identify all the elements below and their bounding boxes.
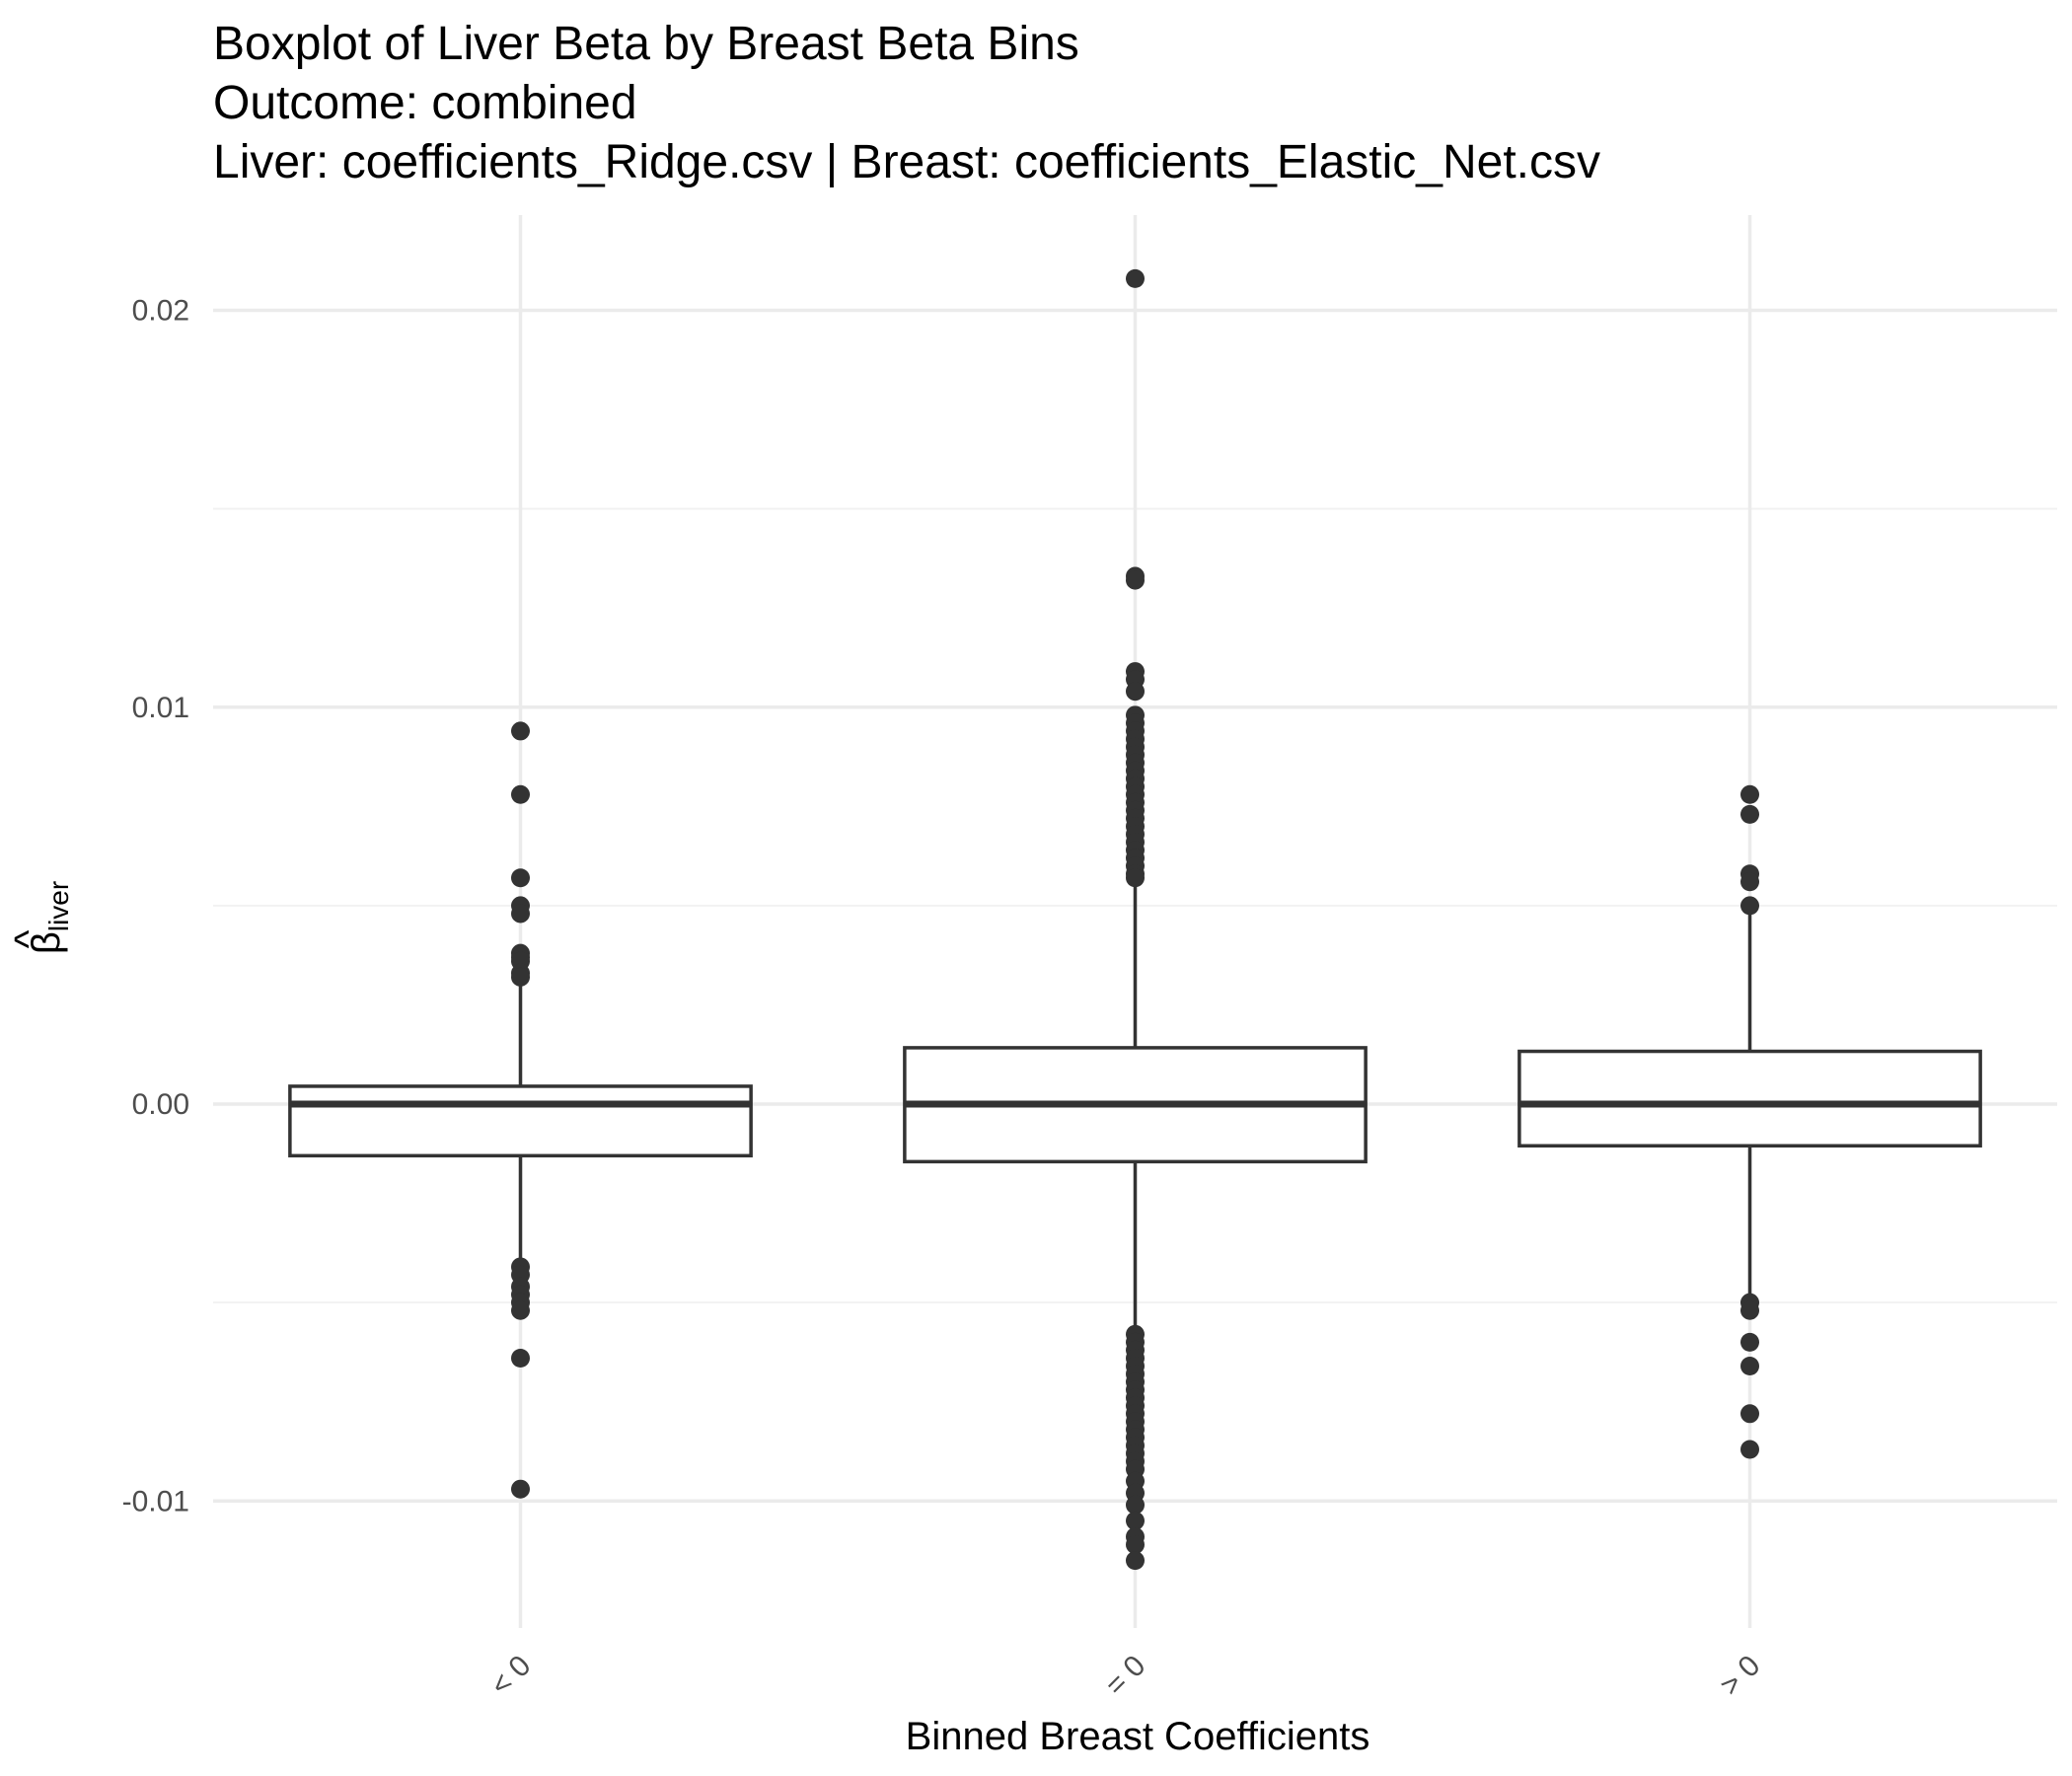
outlier-point bbox=[1740, 1440, 1759, 1459]
chart-subtitle-files: Liver: coefficients_Ridge.csv | Breast: … bbox=[213, 136, 1600, 188]
outlier-point bbox=[511, 1348, 530, 1368]
outlier-point bbox=[1126, 1495, 1145, 1515]
outlier-point bbox=[1740, 784, 1759, 804]
outlier-point bbox=[511, 721, 530, 741]
x-tick-labels: < 0 = 0 > 0 bbox=[484, 1650, 1766, 1702]
chart-title: Boxplot of Liver Beta by Breast Beta Bin… bbox=[213, 18, 1079, 70]
outlier-point bbox=[1740, 1300, 1759, 1320]
box-group bbox=[1517, 784, 1982, 1459]
box-group bbox=[903, 268, 1368, 1571]
outlier-point bbox=[511, 1479, 530, 1499]
x-tick-label: = 0 bbox=[1099, 1650, 1151, 1702]
svg-text:βliver: βliver bbox=[25, 881, 74, 954]
y-tick-label: 0.00 bbox=[132, 1088, 189, 1121]
outlier-point bbox=[1126, 1551, 1145, 1571]
y-axis-beta-symbol: β bbox=[25, 931, 68, 954]
x-axis-title: Binned Breast Coefficients bbox=[906, 1715, 1370, 1758]
y-tick-labels: 0.02 0.01 0.00 -0.01 bbox=[122, 295, 189, 1518]
outlier-point bbox=[1740, 804, 1759, 824]
outlier-point bbox=[1126, 570, 1145, 590]
outlier-point bbox=[1126, 1511, 1145, 1530]
y-tick-label: 0.02 bbox=[132, 295, 189, 328]
x-tick-label: < 0 bbox=[484, 1650, 537, 1702]
outlier-point bbox=[1740, 872, 1759, 892]
outlier-point bbox=[511, 868, 530, 888]
outlier-point bbox=[1126, 682, 1145, 702]
x-tick-label: > 0 bbox=[1714, 1650, 1766, 1702]
outlier-point bbox=[511, 904, 530, 924]
outlier-point bbox=[511, 1300, 530, 1320]
outlier-point bbox=[511, 784, 530, 804]
y-axis-hat: ^ bbox=[7, 929, 50, 948]
outlier-point bbox=[1740, 896, 1759, 916]
iqr-box bbox=[1517, 1049, 1982, 1148]
box-group bbox=[288, 721, 753, 1499]
outlier-point bbox=[1740, 1357, 1759, 1376]
outlier-point bbox=[1126, 868, 1145, 888]
outlier-point bbox=[1740, 1404, 1759, 1424]
outlier-point bbox=[1126, 268, 1145, 288]
y-axis-title: βliver ^ bbox=[7, 881, 74, 954]
y-axis-subscript: liver bbox=[43, 881, 74, 931]
y-tick-label: -0.01 bbox=[122, 1485, 189, 1517]
outlier-point bbox=[1740, 1332, 1759, 1352]
outlier-point bbox=[511, 967, 530, 987]
box-layer bbox=[288, 268, 1982, 1571]
outlier-point bbox=[1126, 1535, 1145, 1555]
y-tick-label: 0.01 bbox=[132, 692, 189, 724]
chart-subtitle-outcome: Outcome: combined bbox=[213, 77, 637, 129]
iqr-box bbox=[288, 1084, 753, 1158]
